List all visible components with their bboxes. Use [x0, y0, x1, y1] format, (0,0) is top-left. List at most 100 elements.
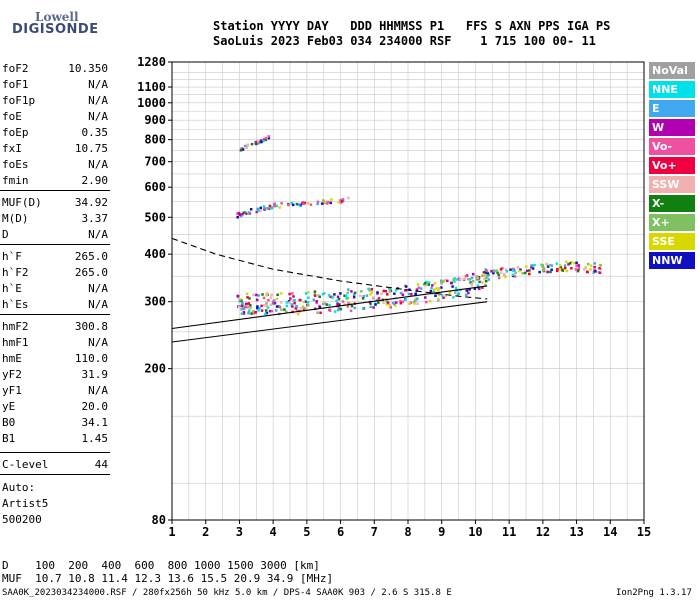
echo-point: [237, 211, 241, 215]
param-value: N/A: [88, 228, 108, 241]
echo-point: [542, 268, 546, 272]
echo-point: [242, 310, 246, 314]
echo-point: [254, 311, 258, 314]
echo-point: [380, 292, 383, 295]
echo-point: [267, 298, 270, 302]
echo-point: [269, 296, 273, 299]
echo-point: [257, 309, 260, 312]
echo-point: [241, 148, 245, 151]
echo-point: [262, 138, 266, 141]
echo-point: [469, 281, 472, 284]
echo-point: [371, 296, 375, 299]
echo-point: [484, 279, 488, 283]
echo-point: [262, 296, 266, 300]
echo-point: [240, 304, 244, 308]
x-tick-label: 3: [236, 525, 243, 539]
echo-point: [442, 280, 445, 283]
echo-point: [501, 267, 504, 270]
echo-point: [238, 299, 241, 303]
echo-point: [565, 269, 569, 273]
echo-point: [278, 305, 282, 309]
echo-point: [323, 301, 327, 304]
param-label: foF1p: [2, 94, 36, 107]
y-tick-label: 200: [144, 362, 166, 376]
echo-point: [409, 301, 413, 304]
param-separator: [0, 190, 110, 191]
param-row: foEp 0.35: [2, 126, 108, 142]
param-label: h`F2: [2, 266, 29, 279]
header-line-1: Station YYYY DAY DDD HHMMSS P1 FFS S AXN…: [213, 19, 611, 33]
param-row: hmF1 N/A: [2, 336, 108, 352]
echo-point: [404, 285, 408, 288]
echo-point: [362, 307, 365, 310]
echo-point: [274, 309, 278, 312]
echo-point: [306, 202, 310, 205]
echo-point: [545, 262, 548, 266]
echo-point: [302, 300, 306, 304]
echo-point: [268, 309, 272, 313]
echo-point: [427, 283, 430, 286]
echo-point: [242, 312, 246, 315]
echo-point: [321, 302, 325, 306]
echo-point: [320, 202, 324, 205]
echo-point: [513, 275, 517, 278]
echo-point: [563, 267, 567, 271]
x-tick-label: 11: [502, 525, 516, 539]
echo-point: [542, 266, 546, 270]
param-row: B1 1.45: [2, 432, 108, 448]
echo-point: [276, 293, 279, 297]
echo-point: [394, 289, 398, 292]
echo-point: [291, 203, 295, 207]
echo-point: [401, 293, 405, 297]
echo-point: [368, 289, 371, 292]
echo-point: [316, 200, 320, 204]
echo-point: [471, 279, 475, 283]
echo-point: [259, 206, 262, 210]
echo-point: [568, 262, 572, 265]
echo-point: [416, 297, 419, 301]
echo-point: [586, 270, 589, 274]
echo-point: [449, 281, 453, 285]
header-line-2: SaoLuis 2023 Feb03 034 234000 RSF 1 715 …: [213, 34, 596, 48]
echo-point: [417, 286, 421, 289]
echo-point: [518, 269, 521, 273]
param-value: 3.37: [81, 212, 109, 225]
echo-point: [440, 294, 444, 297]
x-tick-label: 14: [603, 525, 617, 539]
echo-point: [340, 200, 344, 203]
param-label: h`F: [2, 250, 22, 263]
echo-point: [452, 278, 455, 281]
echo-point: [556, 268, 559, 271]
logo-digisonde: DIGISONDE: [12, 22, 99, 37]
echo-point: [258, 306, 261, 310]
param-label: fxI: [2, 142, 22, 155]
echo-point: [468, 278, 472, 281]
echo-point: [343, 303, 346, 306]
echo-point: [273, 301, 277, 305]
echo-point: [301, 305, 305, 308]
echo-point: [260, 140, 263, 144]
echo-point: [387, 286, 391, 290]
echo-point: [548, 263, 552, 267]
echo-point: [306, 304, 310, 307]
echo-point: [290, 303, 294, 306]
echo-point: [243, 211, 247, 214]
echo-point: [239, 149, 243, 152]
echo-point: [237, 305, 241, 309]
echo-point: [328, 309, 332, 312]
legend-item: E: [649, 100, 695, 117]
echo-point: [594, 270, 597, 273]
echo-point: [514, 271, 517, 275]
echo-point: [360, 290, 363, 293]
echo-point: [280, 202, 283, 205]
param-value: 1.45: [81, 432, 109, 445]
x-tick-label: 6: [337, 525, 344, 539]
echo-point: [519, 268, 522, 271]
echo-point: [389, 306, 393, 309]
echo-point: [399, 299, 402, 303]
echo-point: [540, 263, 543, 267]
echo-point: [315, 301, 318, 305]
param-row: h`F2 265.0: [2, 266, 108, 282]
echo-point: [335, 299, 338, 302]
echo-point: [362, 295, 366, 298]
